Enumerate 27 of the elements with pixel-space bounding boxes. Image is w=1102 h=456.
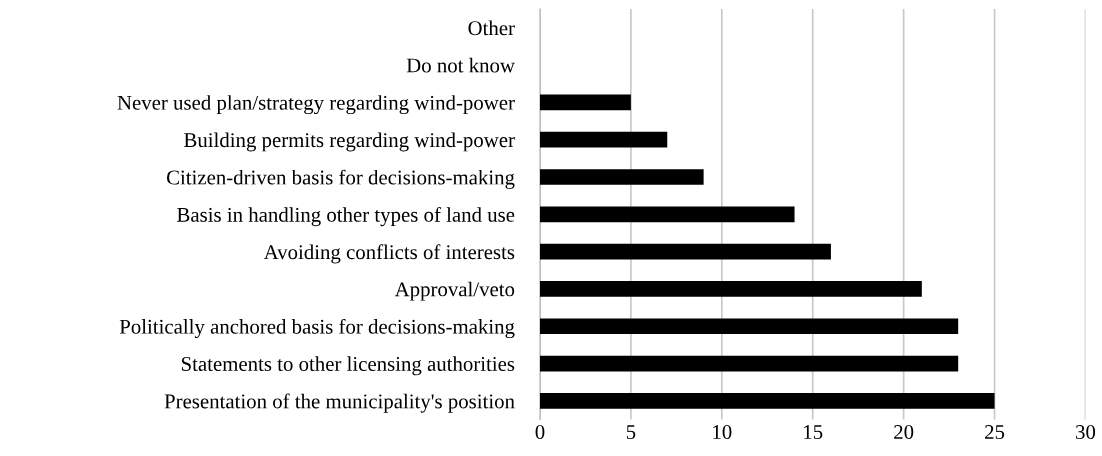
bar	[539, 169, 704, 185]
y-tick-label: Do not know	[406, 57, 515, 73]
y-tick-label: Never used plan/strategy regarding wind-power	[117, 95, 515, 115]
x-tick-label: 20	[894, 424, 914, 440]
y-tick-label: Building permits regarding wind-power	[184, 132, 515, 152]
bar	[539, 94, 631, 111]
y-tick-label: Politically anchored basis for decisions-making	[119, 318, 515, 339]
bar	[539, 355, 959, 372]
x-tick-label: 25	[985, 425, 1005, 440]
bar	[539, 131, 668, 148]
y-tick-label: Citizen-driven basis for decisions-making	[166, 169, 515, 189]
y-tick-label: Avoiding conflicts of interests	[263, 244, 515, 264]
y-tick-label: Presentation of the municipality's position	[164, 393, 515, 413]
y-tick-label: Other	[468, 20, 515, 36]
x-tick-label: 15	[804, 425, 823, 440]
y-tick-label: Statements to other licensing authorities	[181, 356, 515, 376]
bar	[539, 318, 959, 335]
bar	[539, 393, 995, 409]
x-tick-label: 10	[713, 424, 732, 440]
bar	[539, 243, 831, 260]
y-tick-label: Approval/veto	[394, 281, 515, 301]
x-tick-label: 0	[535, 424, 545, 440]
bar	[539, 206, 795, 223]
x-tick-label: 5	[626, 425, 636, 440]
x-tick-label: 30	[1076, 424, 1096, 440]
bar	[539, 281, 922, 297]
y-tick-label: Basis in handling other types of land use	[177, 206, 515, 227]
